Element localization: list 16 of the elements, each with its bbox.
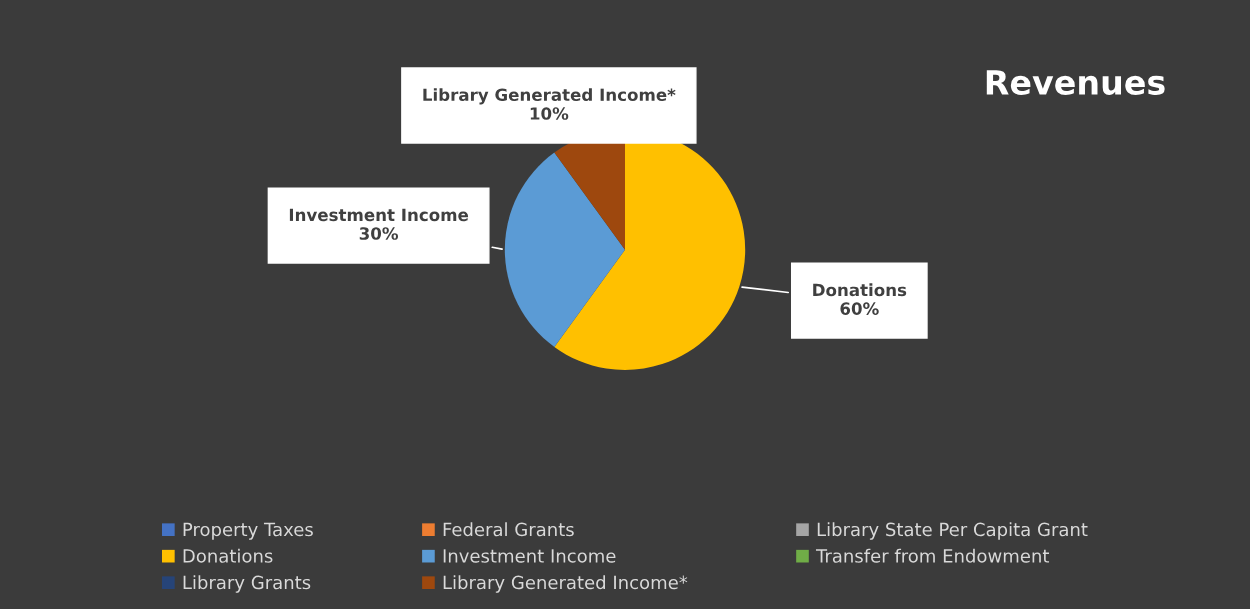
pie-slice [504, 152, 625, 347]
legend-label: Library Generated Income* [443, 575, 688, 593]
legend-label: Property Taxes [183, 522, 313, 540]
chart-title: Revenues [986, 70, 1165, 95]
legend-label: Library State Per Capita Grant [817, 522, 1088, 540]
data-label: 10% [530, 107, 569, 120]
slice-label: Donations [813, 283, 907, 297]
legend-label: Library Grants [183, 575, 311, 593]
legend-label: Donations [183, 548, 273, 563]
slice-label: Library Generated Income* [423, 88, 676, 105]
slice-label: Investment Income [289, 208, 469, 222]
legend-label: Federal Grants [443, 522, 574, 537]
data-label: 60% [840, 302, 879, 315]
legend-label: Transfer from Endowment [815, 548, 1050, 563]
data-label: 30% [359, 227, 399, 240]
legend-label: Investment Income [443, 549, 616, 563]
